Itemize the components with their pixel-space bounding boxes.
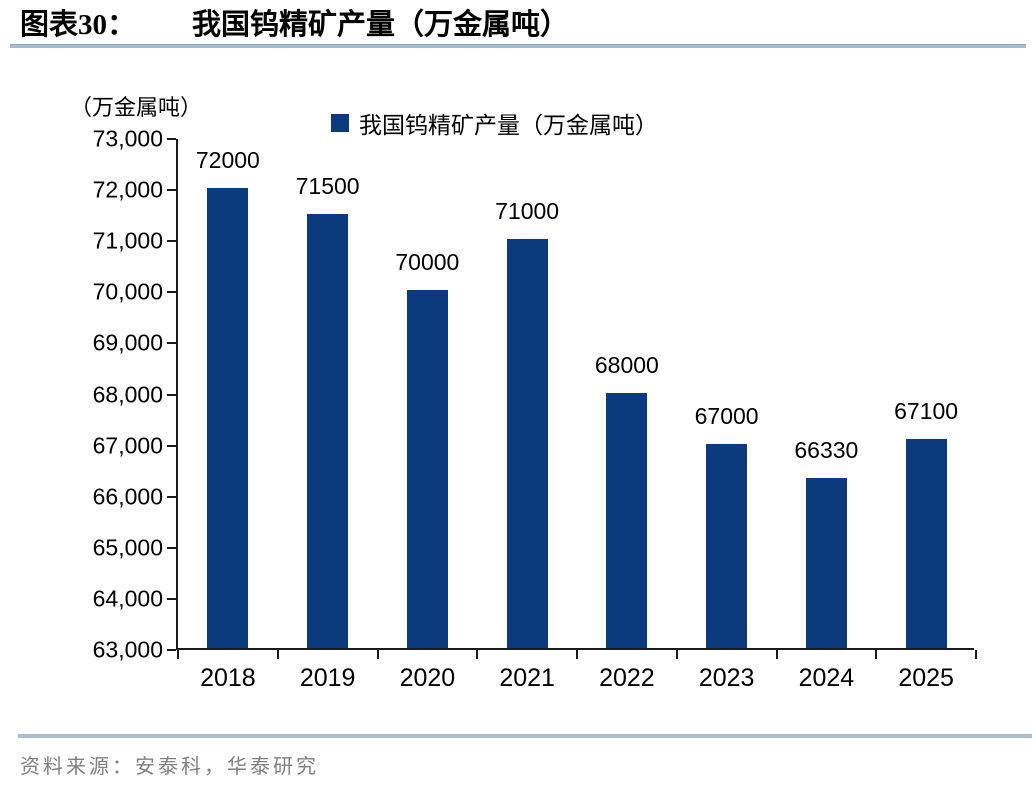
bar xyxy=(207,188,249,648)
y-tick-label: 65,000 xyxy=(92,534,163,561)
y-axis-tick xyxy=(167,342,176,345)
y-tick-label: 67,000 xyxy=(92,432,163,459)
x-axis-tick xyxy=(576,650,578,659)
source-divider xyxy=(18,734,1032,738)
y-axis-tick xyxy=(167,546,176,549)
x-tick-label: 2018 xyxy=(200,664,256,692)
bar xyxy=(706,443,748,648)
x-axis-tick xyxy=(875,650,878,659)
y-axis-tick xyxy=(167,240,176,243)
x-axis-tick xyxy=(276,650,279,659)
bar xyxy=(406,290,448,648)
x-tick-label: 2019 xyxy=(299,664,356,692)
bar-value-label: 68000 xyxy=(594,351,659,378)
x-tick-label: 2023 xyxy=(698,664,755,692)
y-tick-label: 69,000 xyxy=(92,329,163,356)
y-tick-label: 72,000 xyxy=(92,176,163,203)
legend-swatch xyxy=(331,114,349,132)
x-tick-label: 2022 xyxy=(599,664,655,692)
y-axis-tick xyxy=(167,597,176,600)
bar-value-label: 70000 xyxy=(395,249,460,276)
x-tick-label: 2020 xyxy=(399,664,456,692)
x-axis-tick xyxy=(177,650,179,659)
chart-legend: 我国钨精矿产量（万金属吨） xyxy=(331,106,658,140)
bar xyxy=(606,392,648,648)
y-tick-label: 73,000 xyxy=(92,125,163,152)
figure-title: 图表30： 我国钨精矿产量（万金属吨） xyxy=(20,8,569,42)
y-tick-label: 63,000 xyxy=(92,636,163,663)
y-tick-label: 66,000 xyxy=(92,483,163,510)
x-axis-tick xyxy=(476,650,479,659)
y-axis-unit-label: （万金属吨） xyxy=(70,95,203,120)
title-divider xyxy=(10,44,1026,48)
bar xyxy=(506,239,548,648)
y-axis-tick xyxy=(167,291,176,294)
legend-label: 我国钨精矿产量（万金属吨） xyxy=(359,113,658,138)
bar-value-label: 71000 xyxy=(495,198,560,225)
y-axis-tick xyxy=(167,444,176,447)
bar-value-label: 72000 xyxy=(195,147,260,174)
source-text: 资料来源：安泰科，华泰研究 xyxy=(20,756,319,778)
bar-value-label: 67100 xyxy=(894,397,959,424)
figure-number: 图表30： xyxy=(20,9,137,41)
x-tick-label: 2025 xyxy=(898,664,954,692)
y-axis-tick xyxy=(167,649,176,651)
bar-value-label: 67000 xyxy=(694,402,759,429)
y-axis-tick xyxy=(167,393,176,396)
y-axis-tick xyxy=(167,138,176,140)
x-axis-tick xyxy=(975,650,977,659)
y-tick-label: 71,000 xyxy=(92,227,163,254)
figure-caption: 我国钨精矿产量（万金属吨） xyxy=(192,9,570,41)
y-axis-tick xyxy=(167,189,176,192)
bar xyxy=(307,213,349,648)
x-tick-label: 2021 xyxy=(499,664,555,692)
y-tick-label: 64,000 xyxy=(92,585,163,612)
y-tick-label: 70,000 xyxy=(92,278,163,305)
bar-value-label: 66330 xyxy=(794,436,859,463)
bar xyxy=(905,438,947,648)
bar-value-label: 71500 xyxy=(295,172,360,199)
bar xyxy=(805,477,847,648)
x-axis-tick xyxy=(775,650,778,659)
x-axis-tick xyxy=(675,650,678,659)
plot-area: 73,000 72,000 71,000 70,000 69,000 68,000 67,0… xyxy=(93,126,977,692)
y-axis-tick xyxy=(167,495,176,498)
y-tick-label: 68,000 xyxy=(92,381,163,407)
x-axis-tick xyxy=(376,650,379,659)
x-tick-label: 2024 xyxy=(798,664,855,692)
